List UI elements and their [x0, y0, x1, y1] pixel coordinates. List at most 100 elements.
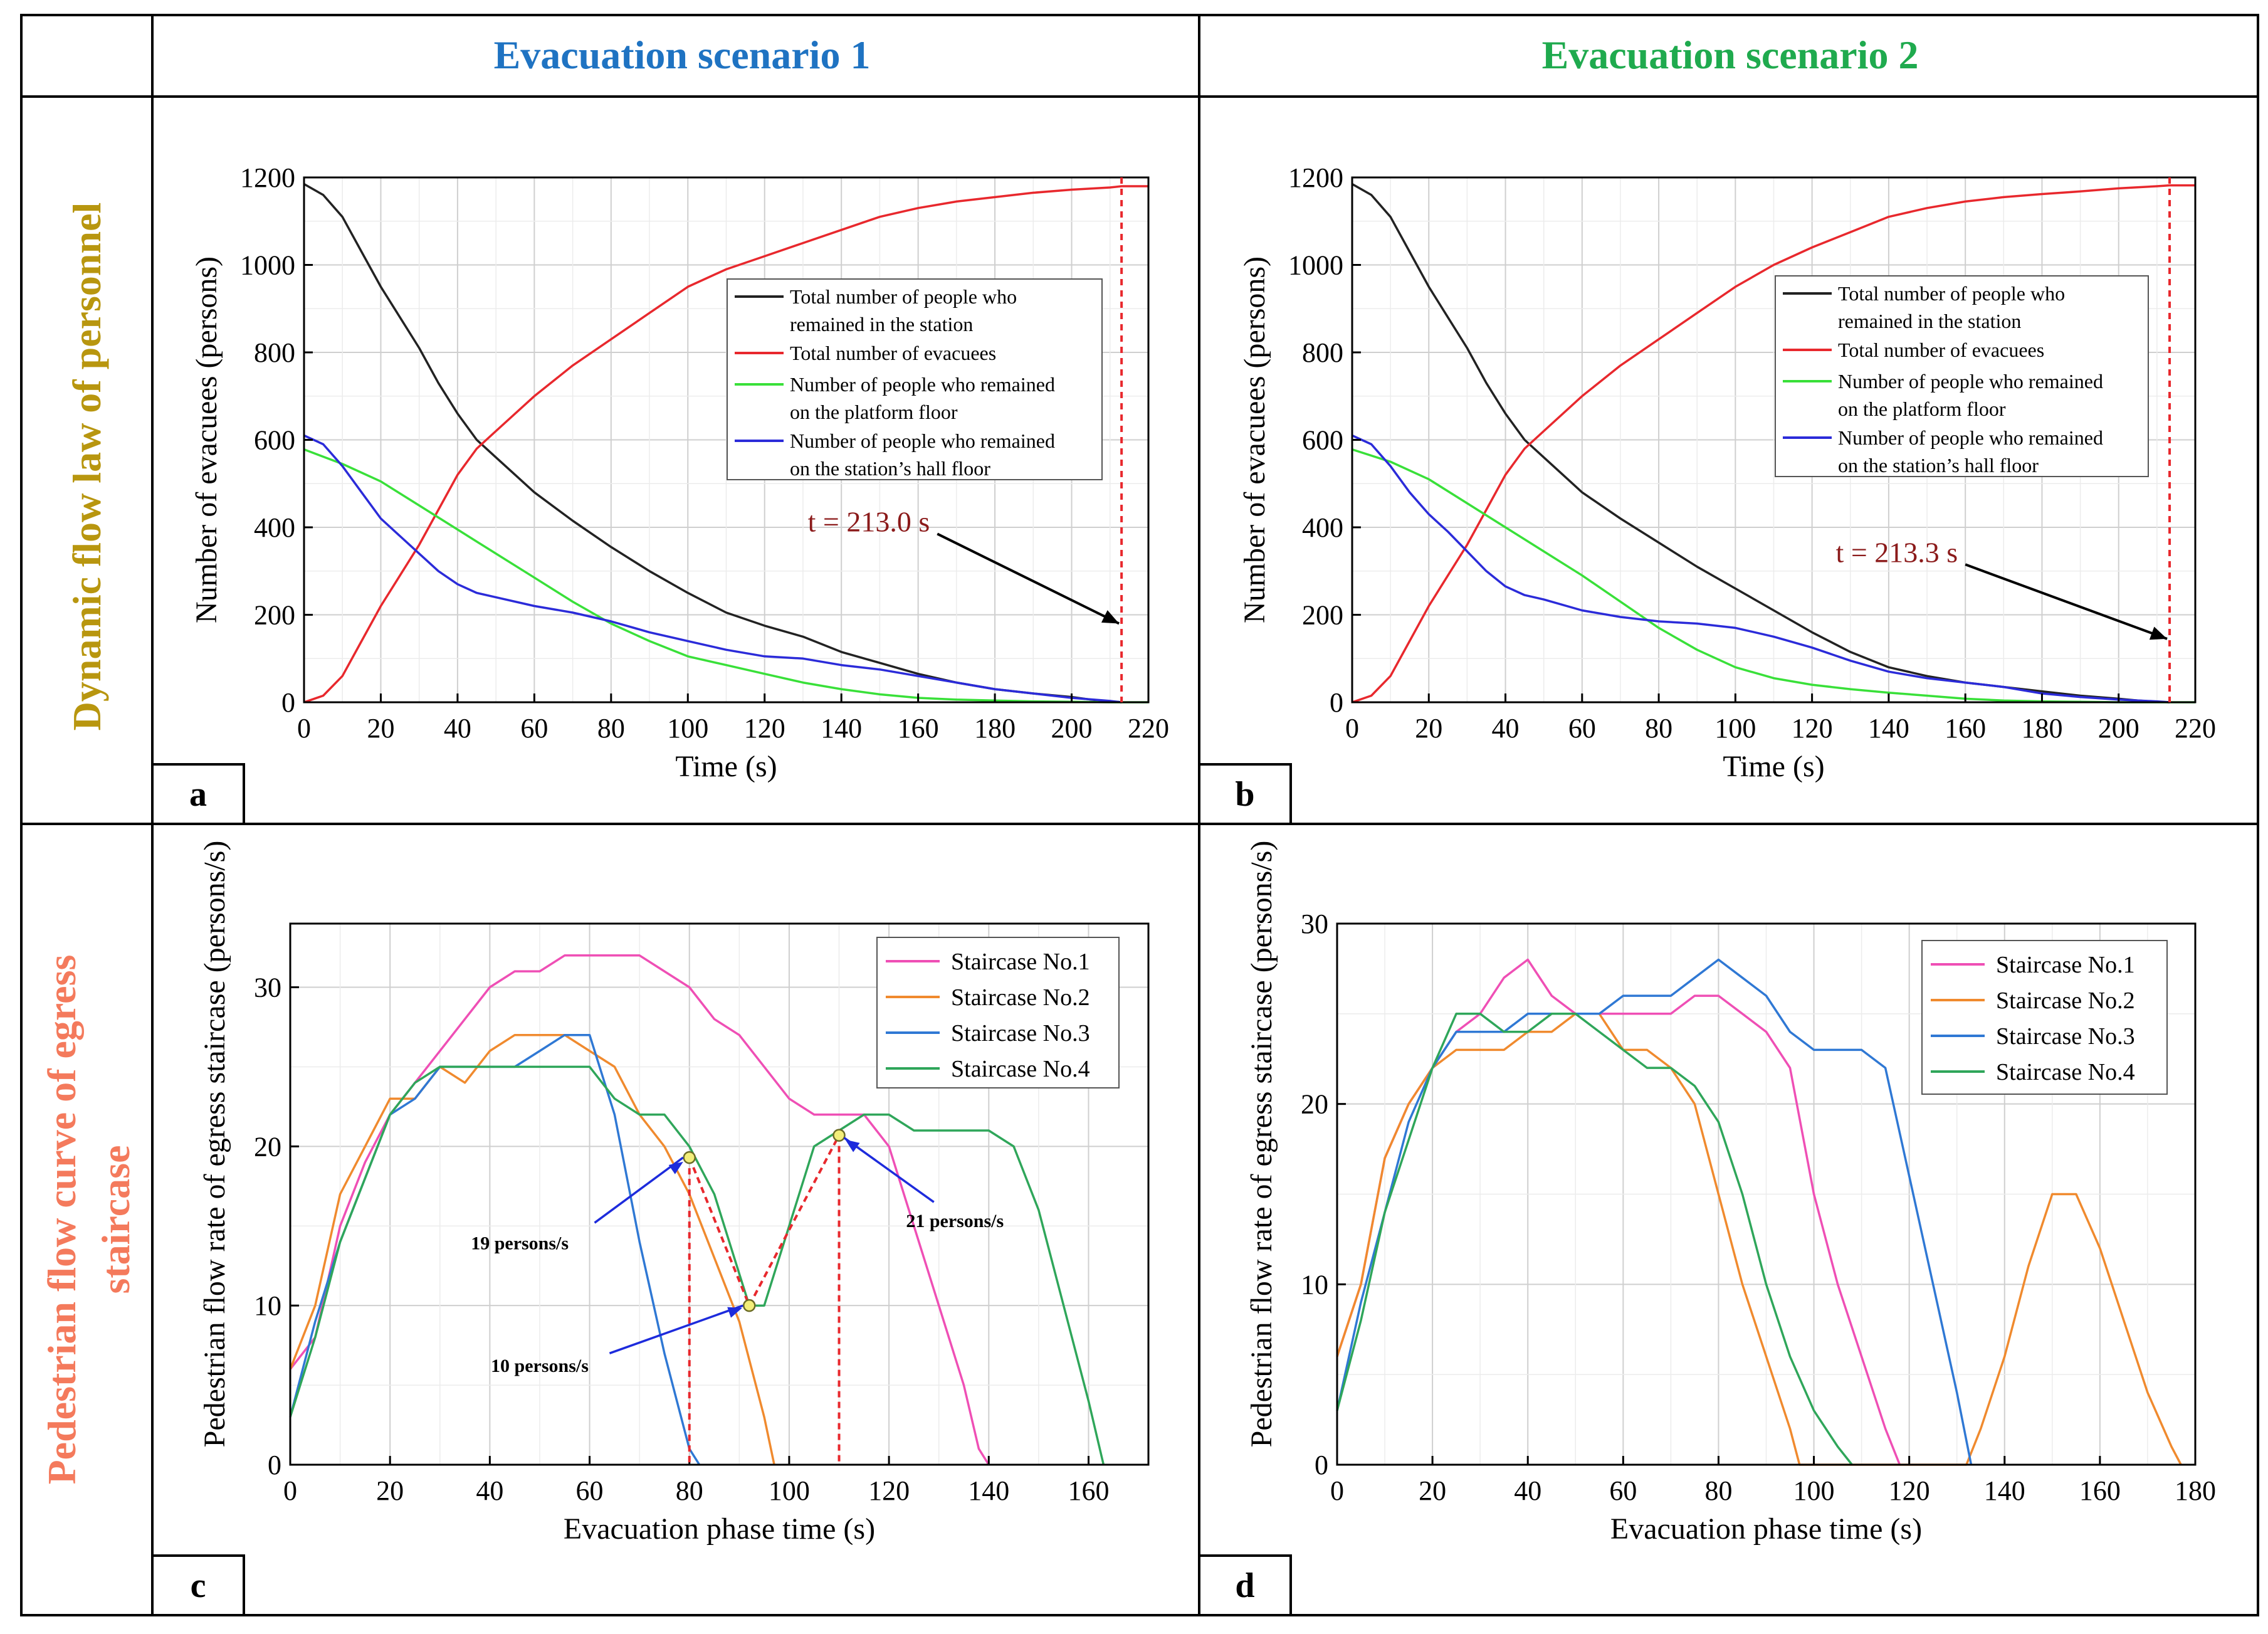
- panel-label-a: a: [189, 775, 207, 814]
- series-line-1: [1336, 958, 1901, 1465]
- y-axis-label: Pedestrian flow rate of egress staircase…: [1245, 841, 1278, 1448]
- y-tick-label: 800: [1302, 337, 1343, 368]
- x-tick-label: 80: [597, 713, 625, 744]
- x-tick-label: 120: [1792, 713, 1833, 744]
- row1-header: Dynamic flow law of personnel: [65, 203, 109, 731]
- y-tick-label: 30: [1301, 909, 1328, 939]
- flow-point-2: [743, 1299, 756, 1312]
- series-line-2: [1336, 1013, 2182, 1466]
- table-grid: [20, 14, 2259, 1616]
- callout-label-3: 21 persons/s: [906, 1211, 1004, 1231]
- chart-panel-b: 0 20 40 60 80 100 120 140 160 180 200 220 0 200 400 600…: [1238, 162, 2216, 783]
- y-tick-label: 400: [1302, 512, 1343, 543]
- x-tick-label: 0: [297, 713, 311, 744]
- x-tick-label: 140: [821, 713, 862, 744]
- series-line-4: [289, 1065, 1105, 1465]
- panel-label-b: b: [1235, 775, 1254, 814]
- x-tick-label: 80: [676, 1475, 703, 1506]
- callout-label-2: 10 persons/s: [491, 1356, 589, 1376]
- panel-label-box-b: [1198, 763, 1292, 825]
- legend-label-2: Staircase No.2: [1996, 988, 2135, 1014]
- series-line-3: [1336, 958, 1973, 1465]
- panel-labels: a b c d: [151, 763, 1292, 1616]
- x-tick-label: 20: [1415, 713, 1442, 744]
- table-border: [20, 14, 2259, 1616]
- flow-point-3: [832, 1129, 846, 1142]
- y-tick-label: 20: [254, 1131, 281, 1162]
- x-tick-label: 0: [1330, 1475, 1344, 1506]
- x-tick-label: 60: [520, 713, 548, 744]
- legend-label-4: Number of people who remained: [1838, 426, 2103, 449]
- legend-label-1: Total number of people who: [1838, 282, 2065, 305]
- y-tick-label: 20: [1301, 1089, 1328, 1120]
- legend-label-1-line2: remained in the station: [790, 313, 973, 335]
- panel-label-box-d: [1198, 1554, 1292, 1616]
- x-tick-label: 80: [1704, 1475, 1732, 1506]
- x-tick-label: 80: [1645, 713, 1672, 744]
- legend-box: [1921, 940, 2168, 1095]
- x-tick-label: 20: [376, 1475, 404, 1506]
- x-tick-label: 160: [1068, 1475, 1109, 1506]
- x-tick-label: 100: [769, 1475, 810, 1506]
- x-tick-label: 160: [1945, 713, 1986, 744]
- legend-label-2: Staircase No.2: [951, 984, 1090, 1011]
- y-tick-label: 600: [254, 425, 295, 456]
- chart-panel-d: 0 20 40 60 80 100 120 140 160 180 0 10 20 30 Evacuatio…: [1245, 841, 2216, 1546]
- y-tick-label: 0: [268, 1450, 281, 1480]
- callout-arrowhead-2: [727, 1307, 742, 1318]
- x-tick-label: 0: [1345, 713, 1359, 744]
- x-tick-label: 180: [2175, 1475, 2216, 1506]
- legend-label-3: Staircase No.3: [1996, 1023, 2135, 1050]
- x-tick-label: 200: [1051, 713, 1093, 744]
- row2-header-line1: Pedestrian flow curve of egress: [39, 955, 84, 1485]
- x-tick-label: 60: [1609, 1475, 1637, 1506]
- annotation-label: t = 213.0 s: [808, 505, 930, 537]
- y-tick-label: 10: [1301, 1269, 1328, 1300]
- x-tick-label: 160: [898, 713, 939, 744]
- series-line-4: [1336, 1013, 1853, 1466]
- legend-label-2: Total number of evacuees: [1838, 339, 2044, 361]
- y-tick-label: 1200: [240, 162, 295, 193]
- legend-label-3: Number of people who remained: [790, 373, 1055, 396]
- x-tick-label: 20: [367, 713, 394, 744]
- y-tick-label: 400: [254, 512, 295, 543]
- x-tick-label: 100: [1793, 1475, 1835, 1506]
- y-tick-label: 0: [1330, 687, 1343, 718]
- y-axis-label: Pedestrian flow rate of egress staircase…: [198, 841, 231, 1448]
- x-tick-label: 60: [1568, 713, 1596, 744]
- panel-label-d: d: [1235, 1566, 1254, 1605]
- callout-arrowhead-3: [845, 1139, 860, 1152]
- annotation-arrow: [1965, 563, 2168, 640]
- x-tick-label: 120: [1889, 1475, 1930, 1506]
- legend-label-3-line2: on the platform floor: [790, 401, 958, 423]
- panel-label-box-a: [151, 763, 245, 825]
- y-tick-label: 10: [254, 1290, 281, 1321]
- x-tick-label: 180: [974, 713, 1016, 744]
- callout-label-1: 19 persons/s: [471, 1233, 569, 1254]
- legend-label-4-line2: on the station’s hall floor: [790, 457, 990, 480]
- x-tick-label: 200: [2098, 713, 2139, 744]
- legend-label-4: Number of people who remained: [790, 430, 1055, 452]
- x-axis-label: Time (s): [675, 750, 777, 783]
- x-tick-label: 220: [2175, 713, 2216, 744]
- annotation-label: t = 213.3 s: [1836, 536, 1958, 568]
- scenario2-header: Evacuation scenario 2: [1542, 33, 1919, 77]
- scenario1-header: Evacuation scenario 1: [494, 33, 871, 77]
- legend-label-2: Total number of evacuees: [790, 342, 996, 364]
- y-tick-label: 200: [1302, 600, 1343, 631]
- series-line-4: [303, 434, 1122, 704]
- x-tick-label: 40: [1514, 1475, 1541, 1506]
- x-tick-label: 40: [476, 1475, 503, 1506]
- x-tick-label: 40: [444, 713, 471, 744]
- y-tick-label: 1200: [1288, 162, 1343, 193]
- y-tick-label: 200: [254, 600, 295, 631]
- legend-label-1: Staircase No.1: [1996, 952, 2135, 978]
- x-tick-label: 140: [968, 1475, 1009, 1506]
- callout-arrowhead-1: [668, 1161, 683, 1174]
- legend-label-1-line2: remained in the station: [1838, 310, 2021, 332]
- y-axis-label: Number of evacuees (persons): [1238, 256, 1271, 623]
- y-tick-label: 1000: [1288, 250, 1343, 281]
- flow-drop-path: [688, 1134, 841, 1309]
- y-tick-label: 600: [1302, 425, 1343, 456]
